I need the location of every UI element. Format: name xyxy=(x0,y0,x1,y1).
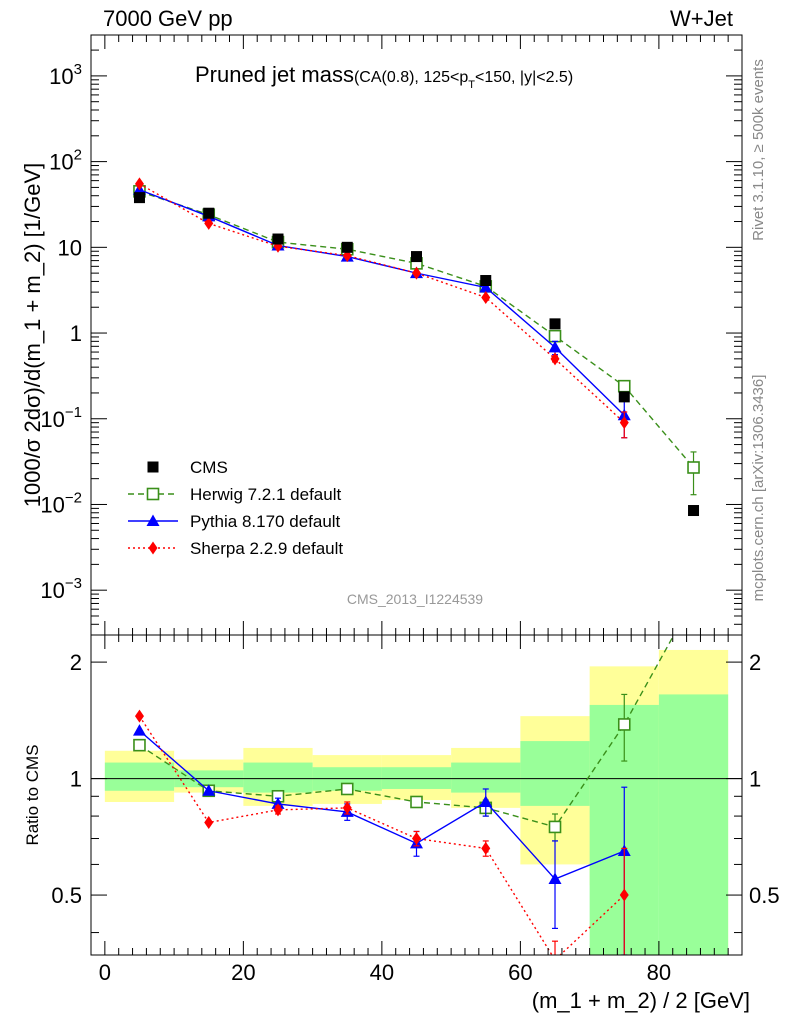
legend-marker xyxy=(146,514,160,526)
ratio-data-point xyxy=(132,724,146,736)
main-frame xyxy=(90,34,743,636)
legend-label: Pythia 8.170 default xyxy=(190,512,341,531)
ratio-band-green xyxy=(104,762,175,791)
x-tick-label: 40 xyxy=(370,960,394,985)
ratio-data-point xyxy=(204,816,214,830)
ratio-data-point xyxy=(410,795,423,809)
header-right: W+Jet xyxy=(670,6,733,31)
y-axis-label-ratio: Ratio to CMS xyxy=(23,744,42,845)
side-label-rivet: Rivet 3.1.10, ≥ 500k events xyxy=(750,59,767,241)
ratio-data-point xyxy=(202,784,216,796)
main-data-point xyxy=(134,177,144,191)
ratio-y-tick-label: 0.5 xyxy=(749,883,780,908)
legend-label: CMS xyxy=(190,458,228,477)
ratio-y-tick-label: 2 xyxy=(749,650,761,675)
x-axis-label: (m_1 + m_2) / 2 [GeV] xyxy=(532,988,750,1013)
ratio-panel: 0.5 0.5 1 1 2 2 0 20 40 60 80 xyxy=(51,634,780,985)
legend-label: Sherpa 2.2.9 default xyxy=(190,539,343,558)
ratio-data-point xyxy=(481,841,491,855)
main-y-tick-label: 10 xyxy=(58,235,82,260)
cms-data-point xyxy=(272,233,284,245)
ratio-band-green xyxy=(243,762,313,793)
ratio-y-tick-label: 1 xyxy=(749,767,761,792)
main-series-line xyxy=(139,189,625,416)
svg-text:1000/σ 2dσ)/d(m_1 + m_2) [1/Ge: 1000/σ 2dσ)/d(m_1 + m_2) [1/GeV] xyxy=(20,163,45,508)
ratio-data-point xyxy=(617,718,631,731)
ratio-data-point xyxy=(412,832,421,846)
svg-text:Ratio to CMS: Ratio to CMS xyxy=(23,744,42,845)
cms-data-point xyxy=(203,207,215,219)
ratio-x-ticks: 0 20 40 60 80 xyxy=(99,635,729,985)
main-series-line xyxy=(139,190,695,468)
main-y-tick-label: 10−1 xyxy=(40,404,82,432)
cms-data-point xyxy=(549,318,561,330)
main-data-point xyxy=(619,416,629,430)
ratio-data-point xyxy=(548,820,562,834)
ratio-series-line xyxy=(138,715,625,955)
x-tick-label: 60 xyxy=(508,960,532,985)
ratio-y-ticks: 0.5 0.5 1 1 2 2 xyxy=(51,650,780,934)
cms-data-point xyxy=(133,192,145,204)
main-y-tick-label: 103 xyxy=(49,61,82,89)
x-tick-label: 80 xyxy=(647,960,671,985)
legend-label: Herwig 7.2.1 default xyxy=(190,485,341,504)
main-y-tick-label: 10−2 xyxy=(40,489,82,517)
main-x-ticks xyxy=(104,35,729,635)
main-y-tick-label: 1 xyxy=(70,321,82,346)
main-y-tick-label: 102 xyxy=(49,147,82,175)
ratio-data-point xyxy=(548,872,562,885)
main-data-point xyxy=(548,340,562,353)
ratio-data-point xyxy=(479,795,493,807)
main-data-point xyxy=(548,329,562,343)
x-tick-label: 20 xyxy=(231,960,255,985)
ratio-data-point xyxy=(271,797,285,809)
main-data-point xyxy=(204,216,214,230)
ratio-y-tick-label: 2 xyxy=(70,650,82,675)
svg-text:mcplots.cern.ch [arXiv:1306.34: mcplots.cern.ch [arXiv:1306.3436] xyxy=(750,375,767,602)
cms-data-point xyxy=(480,275,492,287)
cms-data-point xyxy=(341,241,353,253)
ratio-frame xyxy=(90,634,743,956)
side-label-mcplots: mcplots.cern.ch [arXiv:1306.3436] xyxy=(750,375,767,602)
legend-marker xyxy=(146,487,160,501)
ratio-band-green xyxy=(658,694,729,955)
svg-text:Rivet 3.1.10, ≥ 500k events: Rivet 3.1.10, ≥ 500k events xyxy=(750,59,767,241)
plot-title: Pruned jet mass(CA(0.8), 125<pT<150, |y|… xyxy=(195,62,573,91)
cms-data-point xyxy=(688,505,700,517)
cms-data-point xyxy=(618,391,630,403)
legend-marker xyxy=(148,541,158,555)
analysis-watermark: CMS_2013_I1224539 xyxy=(347,591,483,607)
main-series-line xyxy=(139,183,625,424)
ratio-series-layer xyxy=(132,635,675,955)
main-data-point xyxy=(479,280,493,293)
main-data-point xyxy=(412,266,421,280)
legend: CMS Herwig 7.2.1 default Pythia 8.170 defa… xyxy=(128,458,343,558)
main-data-point xyxy=(687,461,700,474)
main-panel: Pruned jet mass(CA(0.8), 125<pT<150, |y|… xyxy=(40,34,743,636)
header-left: 7000 GeV pp xyxy=(103,6,233,31)
cms-data-point xyxy=(411,251,422,263)
main-data-point xyxy=(550,352,560,366)
ratio-y-tick-label: 0.5 xyxy=(51,883,82,908)
ratio-data-point xyxy=(342,801,352,815)
ratio-band-green xyxy=(520,741,590,806)
ratio-data-point xyxy=(273,803,283,817)
ratio-y-tick-label: 1 xyxy=(70,767,82,792)
ratio-series-line xyxy=(139,730,625,880)
main-series-layer xyxy=(132,177,700,517)
legend-marker xyxy=(147,461,159,473)
main-data-point xyxy=(481,290,491,304)
ratio-band-green xyxy=(451,762,521,793)
main-data-point xyxy=(617,379,631,393)
ratio-data-point xyxy=(340,782,354,796)
x-tick-label: 0 xyxy=(99,960,111,985)
ratio-data-point xyxy=(134,709,144,723)
ratio-data-point xyxy=(133,738,146,752)
y-axis-label-top: 1000/σ 2dσ)/d(m_1 + m_2) [1/GeV] xyxy=(20,163,45,508)
ratio-data-point xyxy=(619,888,629,902)
main-y-tick-label: 10−3 xyxy=(40,575,82,603)
